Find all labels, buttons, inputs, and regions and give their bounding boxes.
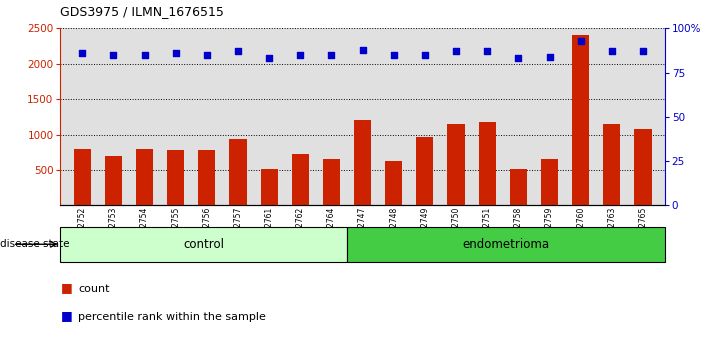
Point: [139, 52, 150, 58]
Bar: [417, 137, 434, 205]
Point: [77, 50, 88, 56]
Bar: [167, 150, 184, 205]
Point: [450, 48, 461, 54]
Point: [201, 52, 213, 58]
Point: [637, 48, 648, 54]
Point: [513, 56, 524, 61]
Point: [481, 48, 493, 54]
Bar: [198, 150, 215, 205]
Point: [544, 54, 555, 59]
Bar: [292, 154, 309, 205]
Bar: [572, 35, 589, 205]
Point: [294, 52, 306, 58]
Text: GDS3975 / ILMN_1676515: GDS3975 / ILMN_1676515: [60, 5, 224, 18]
Bar: [479, 122, 496, 205]
Text: ■: ■: [60, 309, 73, 322]
Point: [388, 52, 400, 58]
Bar: [261, 169, 278, 205]
Text: control: control: [183, 238, 224, 251]
Point: [357, 47, 368, 52]
Bar: [634, 129, 651, 205]
Point: [107, 52, 119, 58]
Bar: [385, 161, 402, 205]
Bar: [447, 124, 464, 205]
Bar: [354, 120, 371, 205]
Bar: [541, 159, 558, 205]
Bar: [136, 149, 153, 205]
Point: [264, 56, 275, 61]
Bar: [603, 124, 621, 205]
Text: ■: ■: [60, 281, 73, 294]
Bar: [105, 156, 122, 205]
Point: [419, 52, 431, 58]
Bar: [60, 227, 347, 262]
Text: percentile rank within the sample: percentile rank within the sample: [78, 312, 266, 322]
Point: [170, 50, 181, 56]
Bar: [74, 149, 91, 205]
Text: endometrioma: endometrioma: [462, 238, 550, 251]
Text: count: count: [78, 284, 109, 294]
Point: [326, 52, 337, 58]
Point: [575, 38, 587, 44]
Bar: [323, 159, 340, 205]
Point: [606, 48, 618, 54]
Bar: [510, 169, 527, 205]
Point: [232, 48, 244, 54]
Bar: [230, 139, 247, 205]
Text: disease state: disease state: [0, 239, 70, 249]
Bar: [347, 227, 665, 262]
